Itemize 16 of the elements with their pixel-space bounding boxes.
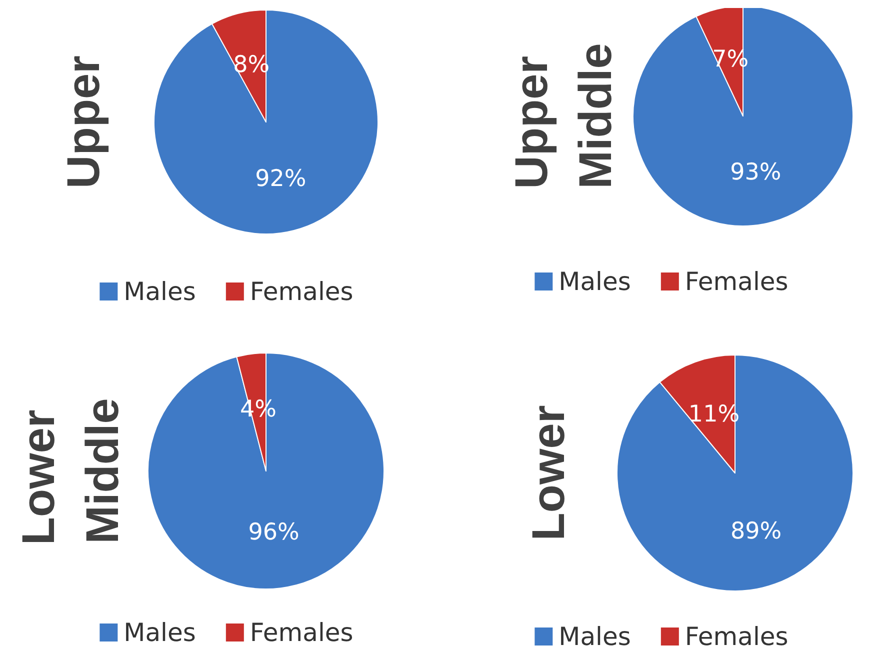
data-label: 89% [730, 518, 782, 544]
legend-label: Males [558, 267, 631, 296]
legend-label: Females [684, 622, 788, 651]
legend-label: Females [250, 618, 354, 647]
legend-label: Females [684, 267, 788, 296]
data-label: 92% [255, 166, 306, 192]
text: Upper [57, 55, 109, 188]
text: Lower [522, 405, 574, 541]
data-label: 96% [248, 520, 300, 546]
legend-label: Males [124, 618, 196, 647]
legend-label: Males [558, 622, 631, 651]
data-label: 93% [730, 160, 782, 186]
legend-label: Females [250, 277, 354, 306]
text: Lower Middle [12, 396, 128, 546]
text: Upper Middle [505, 43, 621, 189]
legend-label: Males [124, 277, 196, 306]
